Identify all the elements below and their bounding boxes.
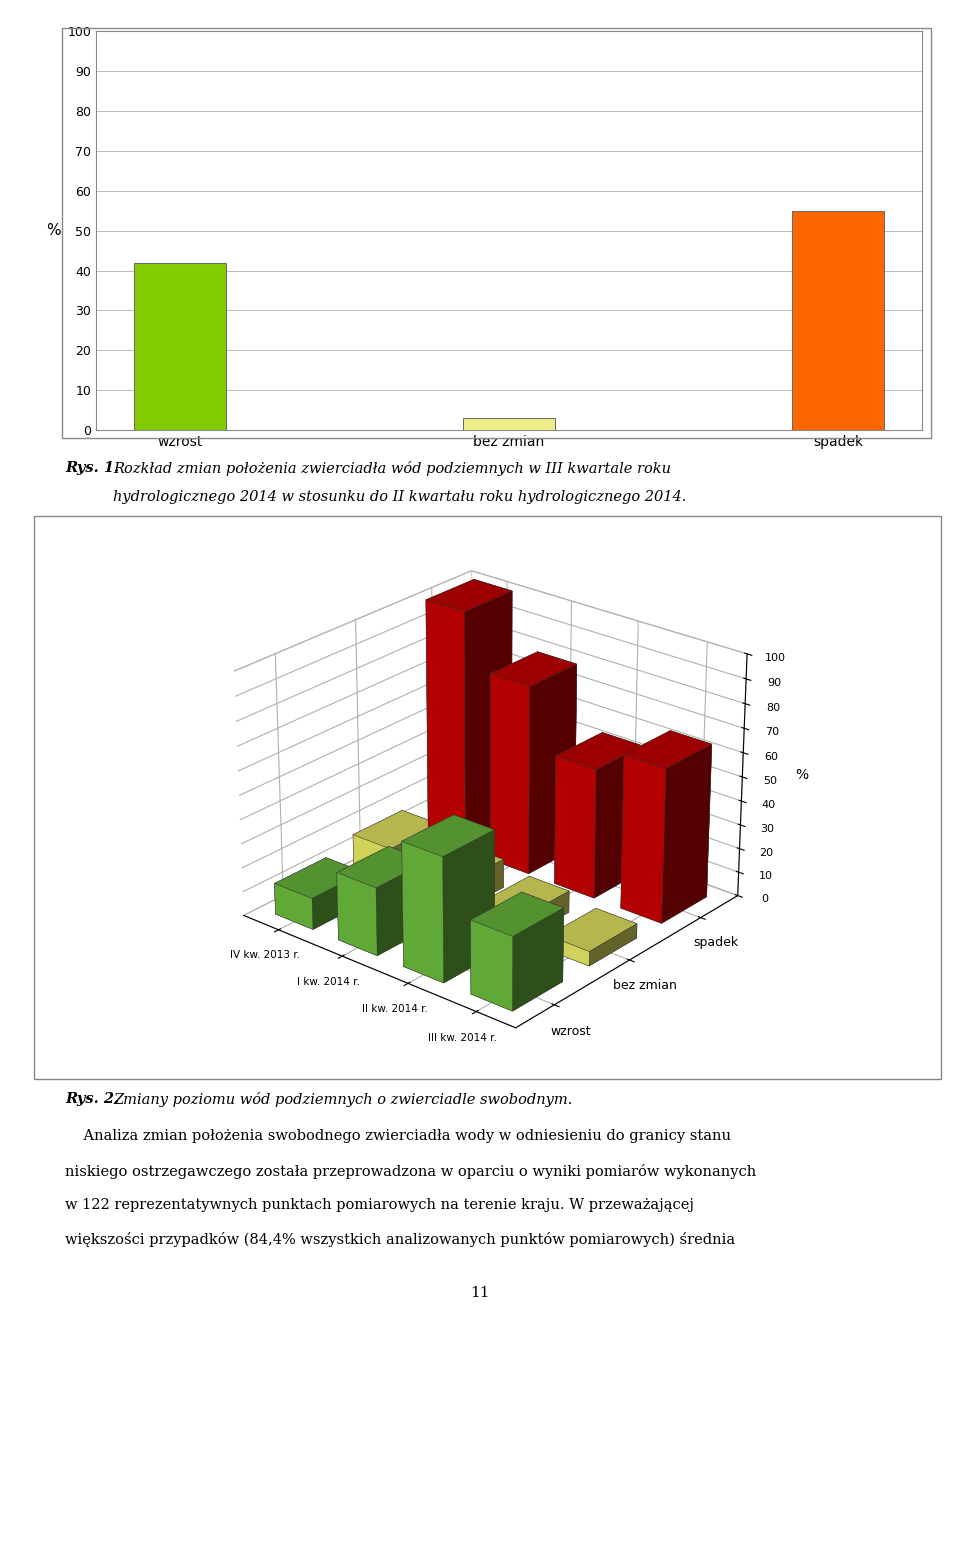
Bar (133, 263, 226, 430)
Text: Rozkład zmian położenia zwierciadła wód podziemnych w III kwartale roku: Rozkład zmian położenia zwierciadła wód … (113, 461, 671, 477)
Bar (463, 418, 555, 430)
Text: Zmiany poziomu wód podziemnych o zwierciadle swobodnym.: Zmiany poziomu wód podziemnych o zwierci… (113, 1092, 573, 1107)
Text: 11: 11 (470, 1286, 490, 1300)
Text: Analiza zmian położenia swobodnego zwierciadła wody w odniesieniu do granicy sta: Analiza zmian położenia swobodnego zwier… (65, 1129, 732, 1143)
Text: hydrologicznego 2014 w stosunku do II kwartału roku hydrologicznego 2014.: hydrologicznego 2014 w stosunku do II kw… (113, 490, 686, 504)
Bar (792, 211, 884, 430)
Text: niskiego ostrzegawczego została przeprowadzona w oparciu o wyniki pomiarów wykon: niskiego ostrzegawczego została przeprow… (65, 1164, 756, 1179)
Text: w 122 reprezentatywnych punktach pomiarowych na terenie kraju. W przeważającej: w 122 reprezentatywnych punktach pomiaro… (65, 1198, 694, 1212)
Text: Rys. 2.: Rys. 2. (65, 1092, 119, 1106)
Text: Rys. 1.: Rys. 1. (65, 461, 119, 475)
Text: większości przypadków (84,4% wszystkich analizowanych punktów pomiarowych) średn: większości przypadków (84,4% wszystkich … (65, 1232, 735, 1248)
Y-axis label: %: % (46, 224, 60, 238)
